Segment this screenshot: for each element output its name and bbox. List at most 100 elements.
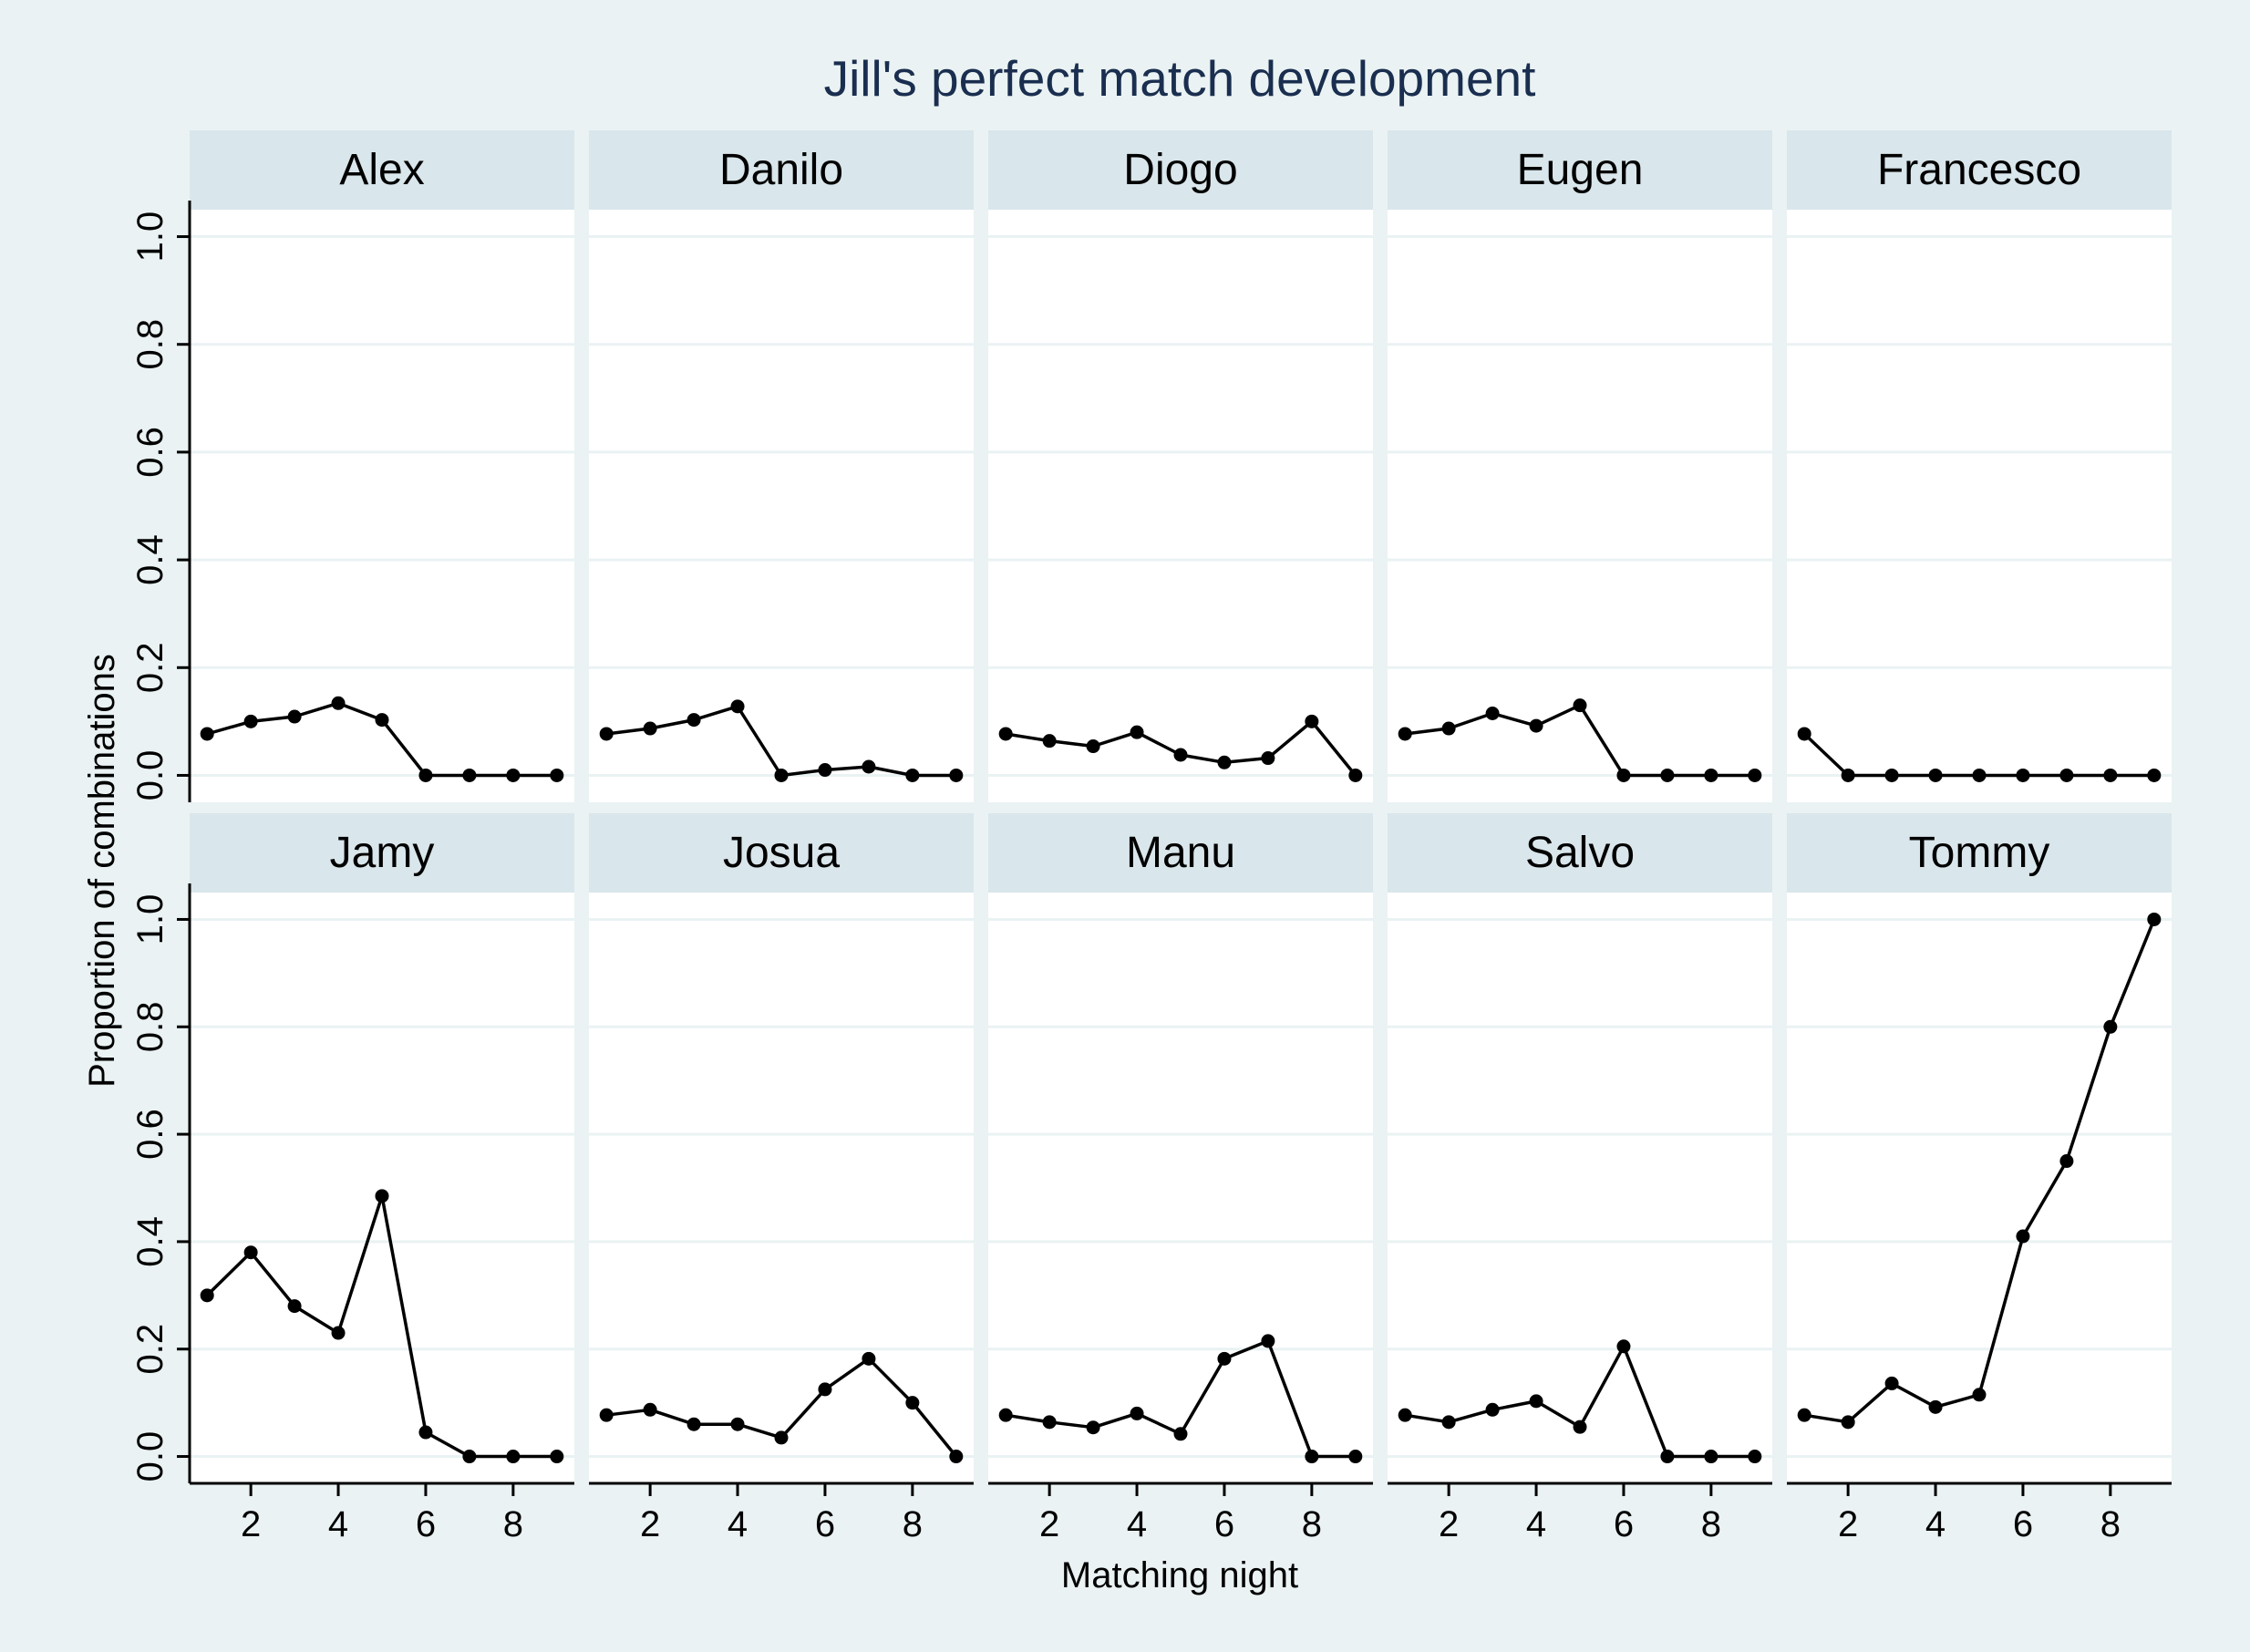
data-point — [687, 713, 701, 727]
panel-alex: Alex 0.0 0.2 0.4 0.6 0.8 1.0 — [130, 130, 574, 802]
x-tick-label: 6 — [416, 1504, 436, 1544]
data-point — [506, 769, 520, 782]
data-point — [201, 1288, 214, 1302]
data-point — [2016, 1230, 2029, 1244]
panel-label: Diogo — [1123, 146, 1237, 194]
y-tick-label: 0.6 — [130, 1109, 170, 1160]
data-point — [1660, 769, 1674, 782]
x-tick-label: 8 — [2100, 1504, 2121, 1544]
panel-diogo: Diogo — [988, 130, 1373, 802]
panel-label: Danilo — [719, 146, 843, 194]
data-point — [2016, 769, 2029, 782]
data-point — [1399, 727, 1412, 740]
data-point — [1130, 1407, 1144, 1420]
data-point — [1748, 769, 1761, 782]
x-tick-label: 2 — [1039, 1504, 1059, 1544]
panel-tommy: Tommy 2 4 6 8 — [1787, 813, 2172, 1544]
x-axis-title: Matching night — [1061, 1555, 1298, 1595]
x-tick-label: 2 — [640, 1504, 660, 1544]
data-point — [288, 710, 302, 724]
data-point — [1399, 1409, 1412, 1422]
data-point — [818, 763, 831, 777]
panel-label: Eugen — [1517, 146, 1644, 194]
data-point — [1348, 769, 1362, 782]
panel-label: Manu — [1126, 829, 1235, 877]
data-point — [1087, 1420, 1100, 1434]
panel-label: Francesco — [1877, 146, 2081, 194]
data-point — [600, 727, 614, 740]
data-point — [775, 769, 789, 782]
data-point — [1616, 769, 1630, 782]
data-point — [1973, 1388, 1987, 1401]
data-point — [731, 699, 745, 713]
data-point — [1217, 756, 1231, 769]
chart-title: Jill's perfect match development — [824, 50, 1536, 107]
data-point — [1442, 1415, 1456, 1429]
data-point — [418, 769, 432, 782]
plot-area — [589, 893, 974, 1483]
data-point — [862, 1352, 875, 1366]
data-point — [201, 727, 214, 740]
data-point — [1929, 769, 1943, 782]
y-axis-title: Proportion of combinations — [82, 654, 122, 1088]
data-point — [999, 727, 1013, 740]
data-point — [550, 769, 563, 782]
data-point — [244, 1245, 258, 1259]
x-tick-label: 8 — [903, 1504, 923, 1544]
panel-jamy: Jamy 2 4 6 8 0.0 0.2 0.4 0.6 0.8 1.0 — [130, 813, 574, 1544]
data-point — [1530, 719, 1543, 733]
x-tick-label: 8 — [1701, 1504, 1721, 1544]
x-tick-label: 8 — [1302, 1504, 1322, 1544]
data-point — [644, 722, 657, 736]
panel-label: Josua — [723, 829, 840, 877]
plot-area — [190, 893, 574, 1483]
y-tick-label: 1.0 — [130, 212, 170, 263]
data-point — [1442, 722, 1456, 736]
y-tick-label: 0.4 — [130, 534, 170, 585]
data-point — [1261, 751, 1275, 765]
data-point — [1530, 1394, 1543, 1408]
data-point — [731, 1418, 745, 1431]
data-point — [376, 713, 389, 727]
x-tick-label: 2 — [1838, 1504, 1858, 1544]
data-point — [1842, 769, 1855, 782]
x-tick-label: 4 — [1526, 1504, 1546, 1544]
panel-label: Jamy — [330, 829, 435, 877]
data-point — [1885, 769, 1899, 782]
data-point — [332, 697, 346, 710]
x-tick-label: 4 — [1925, 1504, 1946, 1544]
data-point — [1842, 1415, 1855, 1429]
x-tick-label: 4 — [728, 1504, 748, 1544]
data-point — [2147, 769, 2161, 782]
data-point — [1486, 707, 1500, 720]
panel-label: Tommy — [1909, 829, 2050, 877]
data-point — [949, 1450, 963, 1463]
plot-area — [1787, 210, 2172, 802]
data-point — [644, 1403, 657, 1417]
plot-area — [1388, 210, 1772, 802]
data-point — [288, 1299, 302, 1313]
data-point — [550, 1450, 563, 1463]
x-tick-label: 4 — [328, 1504, 348, 1544]
data-point — [1929, 1400, 1943, 1414]
data-point — [1130, 726, 1144, 739]
panels: Alex 0.0 0.2 0.4 0.6 0.8 1.0 Danilo Diogo Eugen Fr… — [130, 130, 2172, 1544]
x-tick-label: 8 — [503, 1504, 523, 1544]
data-point — [1885, 1377, 1899, 1390]
data-point — [462, 1450, 476, 1463]
plot-area — [988, 210, 1373, 802]
data-point — [418, 1426, 432, 1440]
x-tick-label: 6 — [2013, 1504, 2033, 1544]
data-point — [818, 1382, 831, 1396]
data-point — [2059, 1154, 2073, 1168]
data-point — [775, 1430, 789, 1444]
panel-salvo: Salvo2 4 6 8 — [1388, 813, 1772, 1544]
data-point — [2059, 769, 2073, 782]
y-tick-label: 0.6 — [130, 427, 170, 478]
panel-danilo: Danilo — [589, 130, 974, 802]
panel-label: Alex — [339, 146, 424, 194]
data-point — [1261, 1334, 1275, 1347]
data-point — [1217, 1352, 1231, 1366]
data-point — [1043, 1415, 1057, 1429]
